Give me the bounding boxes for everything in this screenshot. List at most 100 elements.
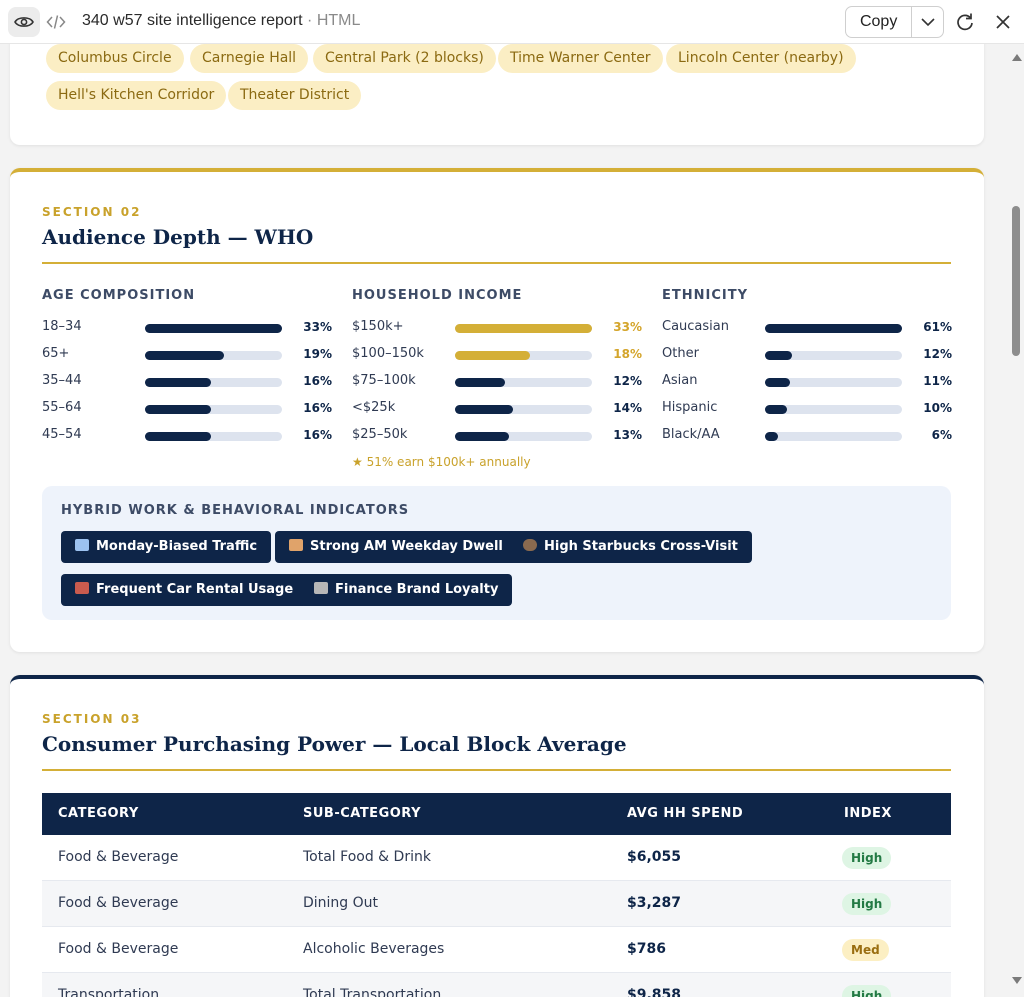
landmark-tag: Time Warner Center xyxy=(498,44,663,73)
bar-row: 18–34 33% xyxy=(42,319,332,337)
landmark-tag: Central Park (2 blocks) xyxy=(313,44,496,73)
bar-track xyxy=(145,405,282,414)
chip-label: Strong AM Weekday Dwell xyxy=(310,539,503,554)
bar-label: 18–34 xyxy=(42,319,82,334)
bar-percent: 11% xyxy=(923,374,952,388)
index-badge: Med xyxy=(842,939,889,961)
column-header: SUB-CATEGORY xyxy=(303,806,421,821)
bar-row: $150k+ 33% xyxy=(352,319,642,337)
report-viewport[interactable]: Columbus Circle Carnegie Hall Central Pa… xyxy=(0,44,1008,997)
spend-cell: $786 xyxy=(627,941,666,957)
scrollbar-thumb[interactable] xyxy=(1012,206,1020,356)
calendar-icon xyxy=(75,539,89,551)
code-icon xyxy=(46,15,66,29)
chip-label: Finance Brand Loyalty xyxy=(335,582,499,597)
document-title: 340 w57 site intelligence report · HTML xyxy=(82,12,360,30)
bar-track xyxy=(145,324,282,333)
chip-label: High Starbucks Cross-Visit xyxy=(544,539,738,554)
hybrid-work-panel: HYBRID WORK & BEHAVIORAL INDICATORS Mond… xyxy=(42,486,951,620)
bar-percent: 14% xyxy=(613,401,642,415)
bar-fill xyxy=(455,351,530,360)
landmark-tag: Columbus Circle xyxy=(46,44,184,73)
bar-label: Caucasian xyxy=(662,319,729,334)
eye-icon xyxy=(14,17,34,27)
bar-fill xyxy=(455,324,592,333)
purchasing-power-card: SECTION 03 Consumer Purchasing Power — L… xyxy=(10,675,984,997)
column-header: AVG HH SPEND xyxy=(627,806,744,821)
vertical-scrollbar[interactable] xyxy=(1008,44,1024,997)
close-icon xyxy=(996,15,1010,29)
bar-fill xyxy=(765,405,787,414)
bar-track xyxy=(765,405,902,414)
household-income-heading: HOUSEHOLD INCOME xyxy=(352,288,523,303)
bar-fill xyxy=(145,378,211,387)
table-row: Food & Beverage Total Food & Drink $6,055 H… xyxy=(42,835,951,881)
car-icon xyxy=(75,582,89,594)
index-badge: High xyxy=(842,847,892,869)
bar-label: $75–100k xyxy=(352,373,416,388)
bar-label: Other xyxy=(662,346,699,361)
bar-track xyxy=(145,351,282,360)
section-title: Audience Depth — WHO xyxy=(42,225,314,249)
bar-fill xyxy=(145,351,224,360)
scroll-down-arrow-icon[interactable] xyxy=(1012,977,1022,984)
category-cell: Food & Beverage xyxy=(58,941,179,957)
bar-fill xyxy=(455,378,505,387)
bar-label: 65+ xyxy=(42,346,70,361)
subcategory-cell: Total Transportation xyxy=(303,987,442,997)
bar-track xyxy=(455,351,592,360)
behavior-chip: Finance Brand Loyalty xyxy=(300,574,513,606)
bar-track xyxy=(765,432,902,441)
close-button[interactable] xyxy=(990,9,1016,35)
preview-mode-button[interactable] xyxy=(8,7,40,37)
table-header: CATEGORY SUB-CATEGORY AVG HH SPEND INDEX xyxy=(42,793,951,835)
bar-row: Caucasian 61% xyxy=(662,319,952,337)
spend-cell: $9,858 xyxy=(627,987,682,997)
house-icon xyxy=(289,539,303,551)
bar-row: Other 12% xyxy=(662,346,952,364)
bar-percent: 61% xyxy=(923,320,952,334)
bar-row: Asian 11% xyxy=(662,373,952,391)
bar-row: Black/AA 6% xyxy=(662,427,952,445)
landmark-tag: Carnegie Hall xyxy=(190,44,309,73)
scroll-up-arrow-icon[interactable] xyxy=(1012,54,1022,61)
bar-row: Hispanic 10% xyxy=(662,400,952,418)
income-note: ★ 51% earn $100k+ annually xyxy=(352,455,531,469)
bar-percent: 12% xyxy=(923,347,952,361)
bar-track xyxy=(765,324,902,333)
bar-percent: 10% xyxy=(923,401,952,415)
behavior-chip: Strong AM Weekday Dwell xyxy=(275,531,517,563)
copy-button[interactable]: Copy xyxy=(859,13,898,30)
spend-cell: $3,287 xyxy=(627,895,682,911)
coffee-icon xyxy=(523,539,537,551)
bar-fill xyxy=(765,432,778,441)
bar-row: 35–44 16% xyxy=(42,373,332,391)
reload-button[interactable] xyxy=(952,9,978,35)
table-row: Food & Beverage Alcoholic Beverages $786 Me… xyxy=(42,927,951,973)
bar-percent: 6% xyxy=(931,428,952,442)
bar-track xyxy=(145,378,282,387)
behavior-chip: Frequent Car Rental Usage xyxy=(61,574,308,606)
landmark-tag: Hell's Kitchen Corridor xyxy=(46,81,227,110)
category-cell: Transportation xyxy=(58,987,160,997)
column-header: CATEGORY xyxy=(58,806,139,821)
code-mode-button[interactable] xyxy=(40,7,72,37)
landmark-tag: Theater District xyxy=(228,81,362,110)
bar-label: 55–64 xyxy=(42,400,82,415)
subcategory-cell: Alcoholic Beverages xyxy=(303,941,445,957)
bar-track xyxy=(765,378,902,387)
behavior-chip: Monday-Biased Traffic xyxy=(61,531,272,563)
category-cell: Food & Beverage xyxy=(58,895,179,911)
reload-icon xyxy=(957,13,973,31)
bar-percent: 19% xyxy=(303,347,332,361)
bar-fill xyxy=(455,432,509,441)
chevron-down-icon xyxy=(921,18,935,27)
copy-options-button[interactable] xyxy=(911,7,943,37)
bar-row: $25–50k 13% xyxy=(352,427,642,445)
bar-fill xyxy=(765,351,792,360)
bar-percent: 33% xyxy=(303,320,332,334)
subcategory-cell: Total Food & Drink xyxy=(303,849,431,865)
category-cell: Food & Beverage xyxy=(58,849,179,865)
bar-track xyxy=(455,378,592,387)
index-badge: High xyxy=(842,985,892,997)
